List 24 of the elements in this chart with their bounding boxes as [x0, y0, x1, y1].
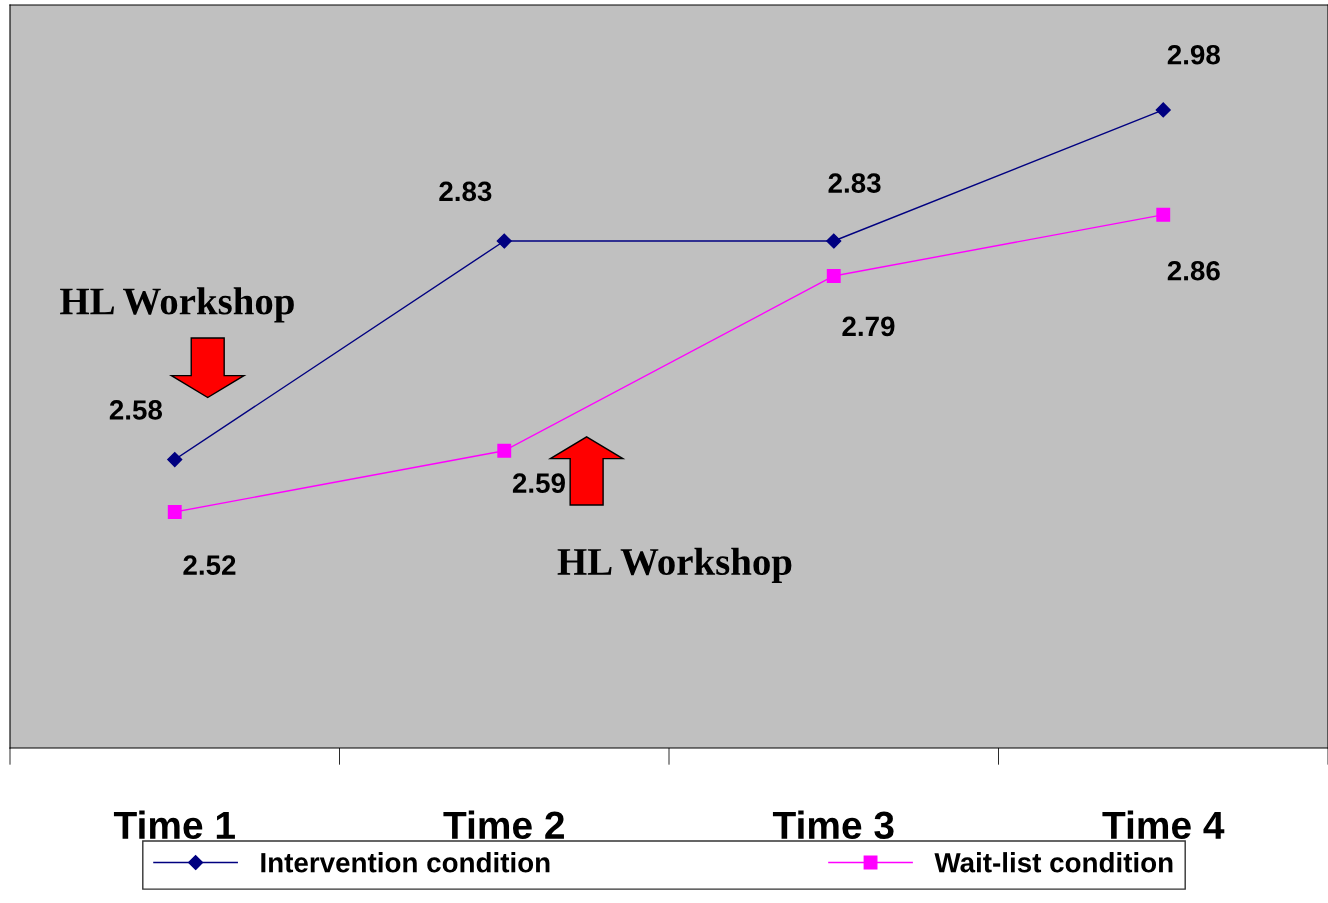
- data-label: 2.59: [512, 473, 565, 493]
- data-label: 2.58: [109, 400, 163, 420]
- legend-label: Wait-list condition: [934, 852, 1173, 873]
- point: [497, 443, 512, 458]
- point: [496, 233, 512, 249]
- point: [1155, 102, 1171, 118]
- x-tick-label: Time 3: [772, 810, 894, 840]
- data-label: 2.98: [1167, 44, 1220, 65]
- x-tick-label: Time 2: [443, 810, 564, 840]
- point: [826, 233, 842, 249]
- annotation: HL Workshop: [557, 547, 792, 583]
- point: [1156, 207, 1171, 222]
- data-label: 2.86: [1167, 260, 1220, 281]
- point: [167, 505, 182, 519]
- annotation: HL Workshop: [60, 287, 294, 323]
- point: [167, 451, 183, 468]
- point: [826, 269, 841, 283]
- data-label: 2.79: [842, 316, 895, 337]
- x-tick-label: Time 4: [1102, 810, 1225, 840]
- data-label: 2.52: [183, 555, 236, 575]
- legend-label: Intervention condition: [261, 852, 550, 873]
- data-label: 2.83: [439, 181, 492, 202]
- data-label: 2.83: [828, 173, 881, 193]
- x-tick-label: Time 1: [113, 810, 235, 840]
